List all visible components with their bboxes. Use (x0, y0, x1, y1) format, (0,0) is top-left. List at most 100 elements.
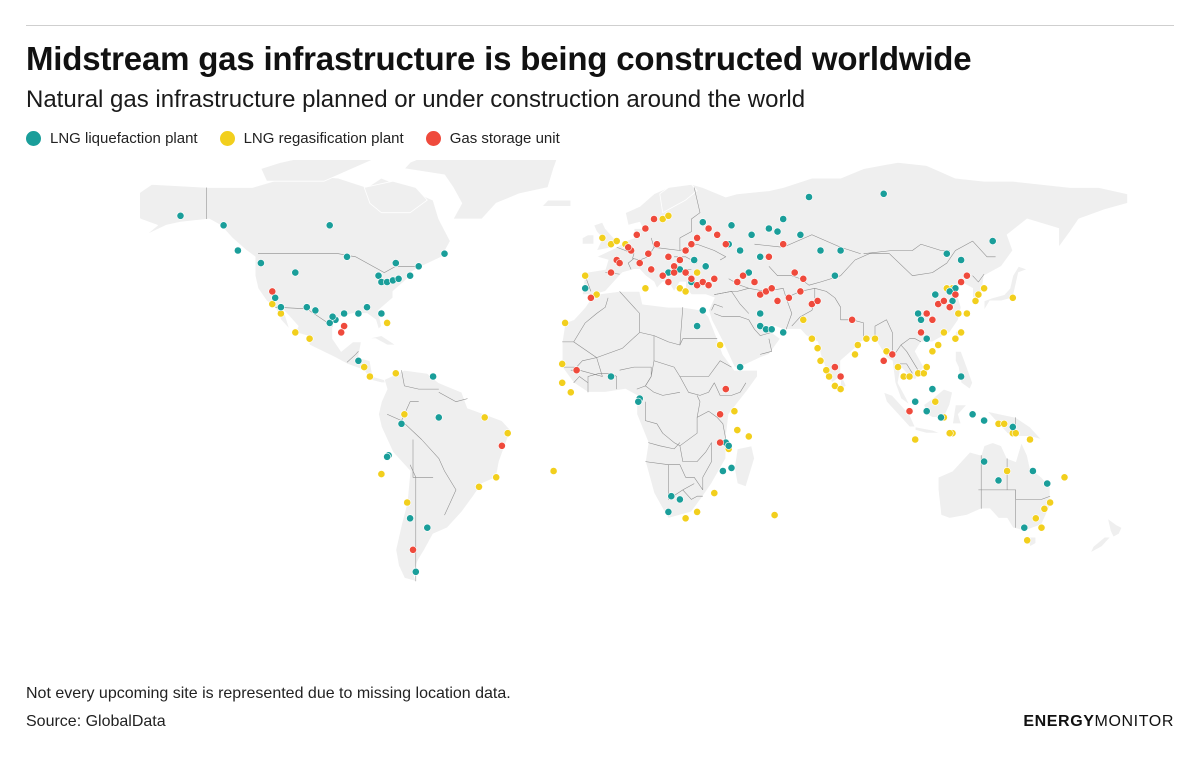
country-border (562, 297, 609, 343)
land-baffin (363, 180, 428, 214)
site-marker-liquefaction (581, 284, 590, 293)
country-border (645, 461, 704, 491)
country-border (863, 243, 950, 254)
country-border (386, 414, 402, 421)
site-marker-storage (940, 296, 948, 305)
site-marker-regasification (492, 473, 501, 482)
site-marker-regasification (1003, 467, 1011, 475)
legend-label-liquefaction: LNG liquefaction plant (50, 130, 198, 147)
site-marker-storage (928, 315, 937, 324)
site-marker-regasification (928, 347, 937, 356)
site-marker-storage (497, 441, 506, 450)
site-marker-liquefaction (634, 397, 643, 406)
site-marker-liquefaction (719, 467, 727, 475)
site-marker-storage (945, 303, 954, 312)
land-greenland (404, 160, 558, 220)
land-south-america (378, 369, 511, 582)
site-marker-liquefaction (698, 218, 707, 227)
site-marker-storage (658, 271, 667, 280)
land-cuba (366, 335, 397, 346)
country-border (714, 313, 772, 336)
site-marker-regasification (922, 363, 931, 371)
site-marker-liquefaction (765, 224, 773, 233)
site-marker-regasification (957, 328, 965, 337)
site-marker-liquefaction (698, 306, 707, 315)
site-marker-regasification (641, 284, 650, 293)
page-subtitle: Natural gas infrastructure planned or un… (26, 86, 806, 113)
site-marker-storage (922, 309, 931, 318)
site-marker-regasification (1008, 293, 1017, 302)
site-marker-storage (951, 290, 960, 299)
legend: LNG liquefaction plant LNG regasificatio… (26, 130, 560, 147)
site-marker-liquefaction (340, 309, 348, 318)
site-marker-regasification (871, 334, 879, 343)
site-marker-storage (337, 328, 346, 337)
site-marker-storage (879, 356, 888, 365)
site-marker-regasification (963, 309, 971, 318)
site-marker-liquefaction (1029, 467, 1037, 475)
site-marker-regasification (710, 489, 719, 497)
site-marker-regasification (598, 234, 607, 242)
site-marker-regasification (558, 359, 567, 368)
land-sumatra (883, 391, 916, 428)
site-marker-liquefaction (406, 514, 414, 523)
site-marker-regasification (851, 350, 859, 359)
site-marker-liquefaction (391, 259, 400, 267)
site-marker-liquefaction (767, 325, 776, 334)
site-marker-regasification (813, 344, 822, 353)
site-marker-regasification (480, 413, 489, 422)
site-marker-liquefaction (701, 262, 710, 271)
country-border (679, 442, 712, 490)
country-border (814, 288, 864, 339)
site-marker-regasification (940, 328, 948, 337)
land-philippines (955, 350, 973, 390)
site-marker-regasification (403, 498, 412, 507)
site-marker-liquefaction (937, 413, 945, 422)
country-border (696, 410, 727, 440)
site-marker-regasification (836, 385, 845, 393)
site-marker-liquefaction (343, 252, 351, 261)
site-marker-regasification (733, 426, 742, 434)
legend-item-storage: Gas storage unit (425, 130, 560, 147)
site-marker-storage (681, 246, 690, 255)
country-border (438, 392, 468, 402)
land-africa (561, 291, 758, 519)
site-marker-liquefaction (831, 271, 839, 280)
country-border (639, 307, 684, 346)
site-marker-liquefaction (957, 256, 965, 264)
site-marker-storage (848, 315, 856, 324)
site-marker-liquefaction (756, 309, 765, 318)
site-marker-liquefaction (773, 227, 782, 236)
site-marker-storage (767, 284, 776, 293)
site-marker-storage (750, 278, 759, 286)
site-marker-regasification (730, 407, 739, 416)
site-marker-regasification (934, 341, 943, 349)
site-marker-storage (713, 230, 722, 239)
site-marker-regasification (862, 334, 871, 343)
world-map (140, 160, 1140, 660)
site-marker-regasification (980, 284, 988, 293)
site-marker-storage (664, 278, 673, 286)
site-marker-liquefaction (311, 306, 320, 315)
country-border (648, 442, 681, 450)
site-marker-storage (917, 328, 925, 337)
site-marker-liquefaction (176, 211, 185, 220)
site-marker-liquefaction (690, 256, 699, 264)
site-marker-liquefaction (957, 372, 965, 381)
site-marker-liquefaction (911, 397, 920, 406)
site-marker-regasification (391, 369, 400, 378)
country-border (682, 489, 703, 500)
site-marker-liquefaction (805, 193, 813, 201)
country-border (900, 344, 919, 371)
site-marker-storage (670, 268, 678, 277)
land-europe-asia (581, 161, 1128, 406)
land-new-zealand-north (1107, 517, 1123, 538)
site-marker-regasification (581, 271, 590, 280)
country-border (596, 291, 640, 358)
site-marker-regasification (377, 470, 386, 478)
site-marker-storage (813, 296, 822, 305)
country-border (401, 370, 439, 390)
land-iceland (541, 199, 572, 207)
site-marker-regasification (558, 378, 567, 387)
site-marker-regasification (951, 334, 960, 343)
